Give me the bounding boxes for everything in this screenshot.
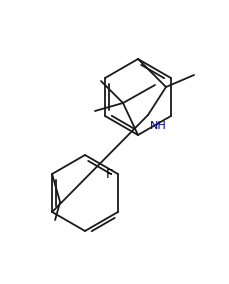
Text: NH: NH (149, 121, 166, 131)
Text: F: F (105, 168, 112, 181)
